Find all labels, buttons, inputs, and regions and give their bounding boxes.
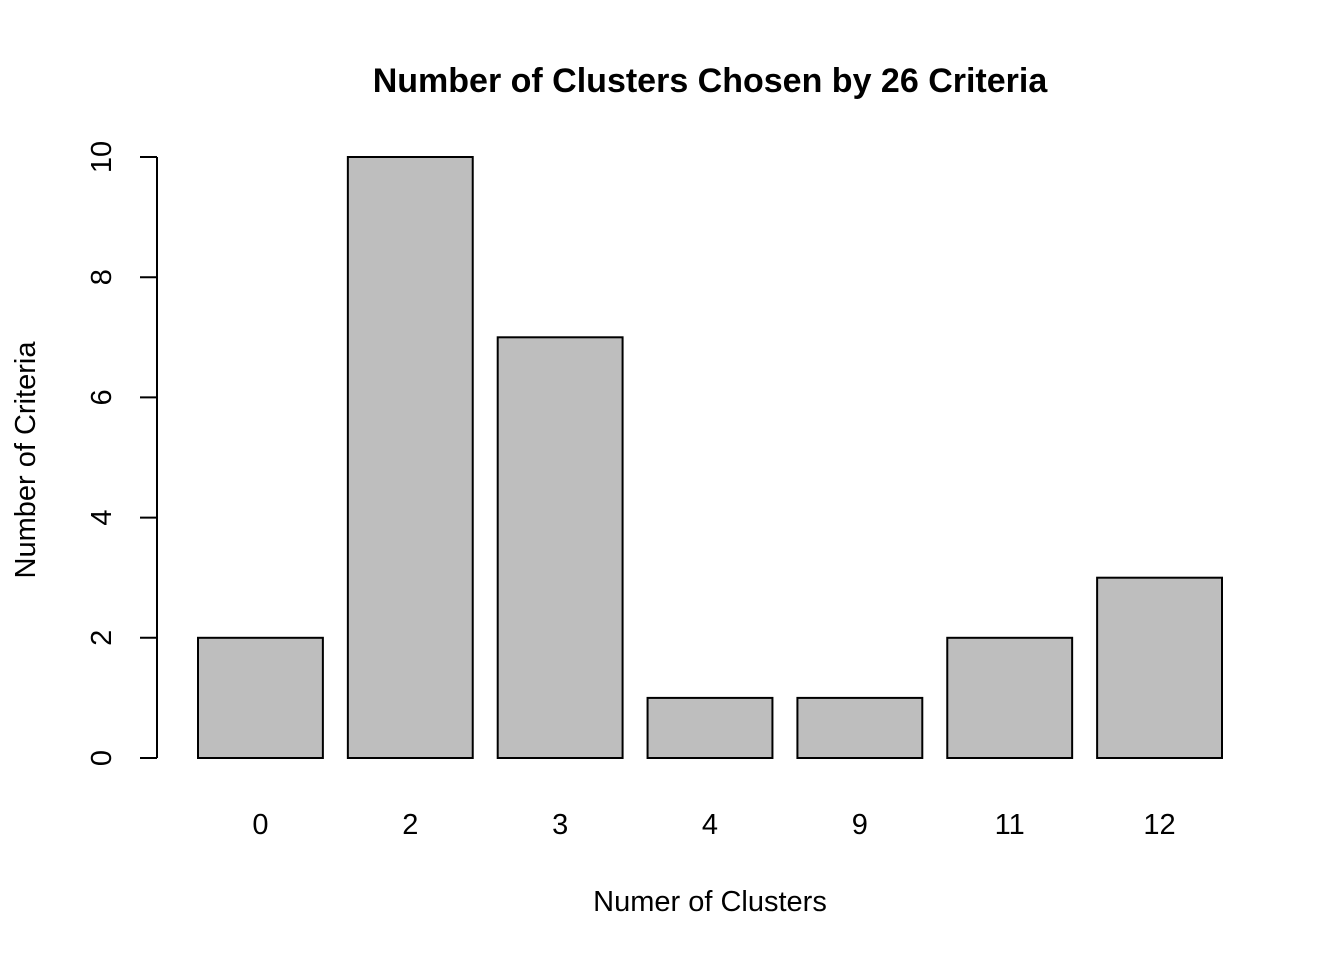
- x-tick-label: 9: [852, 809, 868, 841]
- bar-4: [646, 696, 774, 760]
- y-axis-label: Number of Criteria: [10, 341, 42, 579]
- bar-2: [346, 156, 474, 759]
- bar-9: [796, 696, 924, 760]
- x-tick-label: 2: [402, 809, 418, 841]
- y-tick-label: 10: [86, 141, 118, 173]
- x-tick-label: 3: [552, 809, 568, 841]
- x-tick-label: 0: [252, 809, 268, 841]
- y-axis: 0 2 4 6 8 10: [86, 141, 158, 766]
- y-tick-label: 2: [86, 630, 118, 646]
- x-tick-label: 12: [1143, 809, 1175, 841]
- y-tick-label: 8: [86, 269, 118, 285]
- x-tick-label: 4: [702, 809, 718, 841]
- chart-title: Number of Clusters Chosen by 26 Criteria: [373, 62, 1049, 100]
- bars-group: [197, 156, 1223, 760]
- x-axis-label: Numer of Clusters: [593, 886, 827, 918]
- y-tick-label: 4: [86, 510, 118, 526]
- x-tick-label: 11: [995, 809, 1025, 841]
- bar-11: [946, 636, 1074, 759]
- y-ticks: 0 2 4 6 8 10: [86, 141, 157, 766]
- bar-12: [1096, 576, 1223, 760]
- y-tick-label: 6: [86, 389, 118, 405]
- bar-0: [197, 636, 324, 759]
- x-tick-labels: 0 2 3 4 9 11 12: [252, 809, 1175, 841]
- bar-3: [496, 336, 624, 759]
- y-tick-label: 0: [86, 750, 118, 766]
